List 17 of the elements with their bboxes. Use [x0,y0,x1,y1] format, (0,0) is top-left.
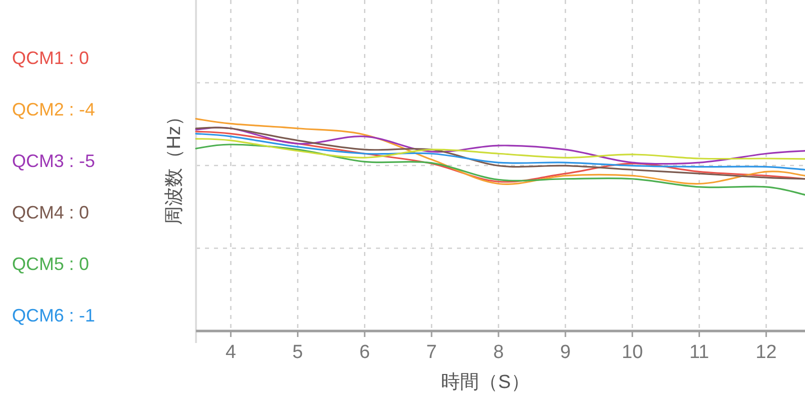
x-tick-label: 8 [493,342,504,363]
text: QCM3 : -5 [12,151,96,171]
x-tick-label: 6 [359,342,370,363]
x-tick-label: 12 [756,342,777,363]
text: QCM5 : 0 [12,254,90,274]
x-tick-label: 7 [426,342,437,363]
text: QCM4 : 0 [12,202,90,222]
text: QCM6 : -1 [12,306,96,326]
y-axis-title: 周波数（Hz） [164,106,185,226]
x-tick-label: 9 [560,342,571,363]
x-axis-title: 時間（S） [441,372,530,393]
x-tick-label: 5 [292,342,304,363]
text: QCM2 : -4 [12,100,96,120]
x-tick-label: 10 [622,342,643,363]
x-tick-label: 4 [226,342,237,363]
x-tick-label: 11 [689,342,710,363]
text: QCM1 : 0 [12,48,90,68]
